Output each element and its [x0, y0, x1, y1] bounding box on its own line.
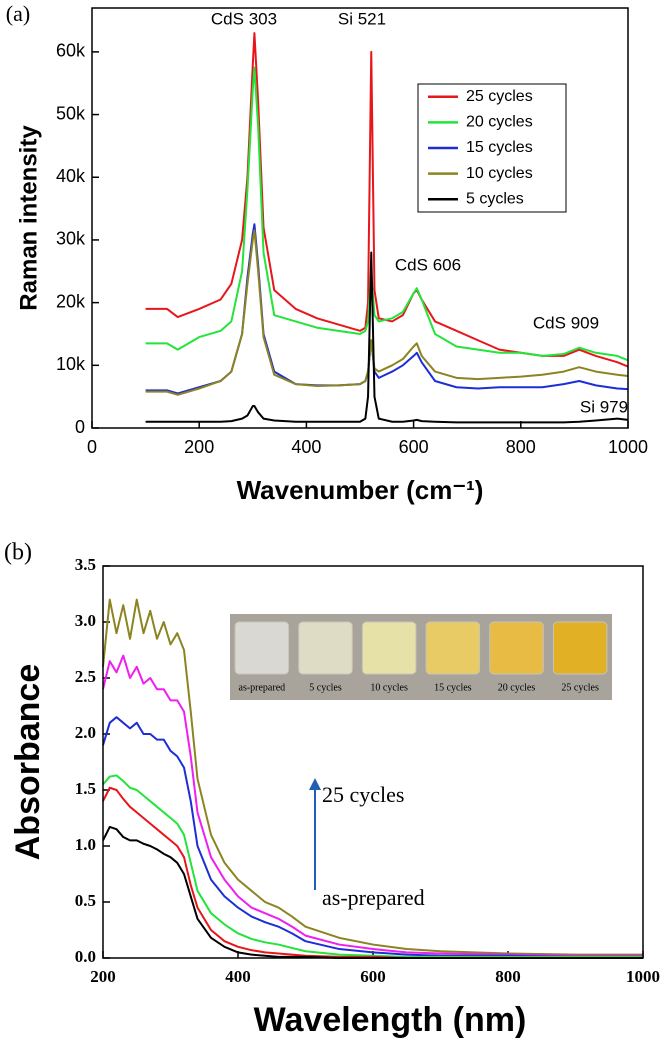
x-axis-label: Wavelength (nm): [254, 1001, 527, 1039]
y-tick-label: 50k: [56, 103, 86, 123]
y-tick-label: 30k: [56, 229, 86, 249]
x-tick-label: 200: [90, 967, 116, 986]
x-tick-label: 1000: [626, 967, 660, 986]
inset-label: 5 cycles: [309, 682, 342, 693]
legend-label: 10 cycles: [466, 165, 533, 182]
y-tick-label: 1.0: [75, 835, 96, 854]
annotation: Si 521: [338, 9, 386, 28]
annotation: CdS 606: [395, 255, 461, 274]
inset-label: 20 cycles: [498, 682, 536, 693]
y-tick-label: 3.0: [75, 611, 96, 630]
y-tick-label: 20k: [56, 291, 86, 311]
inset-label: 25 cycles: [561, 682, 599, 693]
x-tick-label: 200: [184, 437, 214, 457]
y-tick-label: 0.5: [75, 891, 96, 910]
annotation: as-prepared: [322, 885, 425, 910]
series-line: [102, 774, 643, 958]
y-tick-label: 0.0: [75, 947, 96, 966]
series-line: [102, 716, 643, 958]
y-tick-label: 1.5: [75, 779, 96, 798]
x-tick-label: 0: [87, 437, 97, 457]
x-tick-label: 600: [360, 967, 386, 986]
legend-label: 25 cycles: [466, 88, 533, 105]
annotation: 25 cycles: [322, 782, 404, 807]
series-line: [145, 251, 629, 424]
panel: (b) as-prepared 5 cycles 10 cycles 15 cycles…: [4, 540, 660, 1039]
legend-label: 20 cycles: [466, 114, 533, 131]
plot-frame: [91, 7, 629, 429]
x-tick-label: 400: [225, 967, 251, 986]
series-line: [102, 654, 643, 957]
y-tick-label: 40k: [56, 166, 86, 186]
inset-swatch: [552, 621, 608, 675]
inset-label: 15 cycles: [434, 682, 472, 693]
y-tick-label: 10k: [56, 354, 86, 374]
y-tick-label: 2.5: [75, 667, 96, 686]
y-tick-label: 60k: [56, 41, 86, 61]
legend-label: 15 cycles: [466, 139, 533, 156]
annotation: Si 979: [580, 397, 628, 416]
inset-swatch: [425, 621, 481, 675]
x-tick-label: 600: [399, 437, 429, 457]
inset-photo: [230, 614, 612, 700]
inset-label: as-prepared: [239, 682, 286, 693]
inset-label: 10 cycles: [370, 682, 408, 693]
y-tick-label: 3.5: [75, 555, 96, 574]
y-axis-label: Absorbance: [9, 664, 47, 861]
x-tick-label: 800: [495, 967, 521, 986]
y-axis-label: Raman intensity: [15, 125, 42, 311]
annotation: CdS 909: [533, 313, 599, 332]
x-tick-label: 400: [291, 437, 321, 457]
series-line: [102, 598, 643, 956]
x-tick-label: 1000: [608, 437, 648, 457]
panel: (a) 0 10k 20k 30k 40k 50k 60k 0 200 400 600 800 1000 W…: [6, 1, 648, 505]
legend-label: 5 cycles: [466, 190, 524, 207]
x-tick-label: 800: [506, 437, 536, 457]
panel-label: (a): [6, 1, 30, 26]
panel-label: (b): [4, 540, 32, 566]
inset-swatch: [361, 621, 417, 675]
annotation: CdS 303: [211, 9, 277, 28]
y-tick-label: 2.0: [75, 723, 96, 742]
plot-frame: [102, 565, 644, 959]
x-axis-label: Wavenumber (cm⁻¹): [237, 475, 484, 505]
y-tick-label: 0: [75, 417, 85, 437]
inset-swatch: [234, 621, 290, 675]
inset-swatch: [489, 621, 544, 675]
inset-swatch: [298, 621, 353, 675]
